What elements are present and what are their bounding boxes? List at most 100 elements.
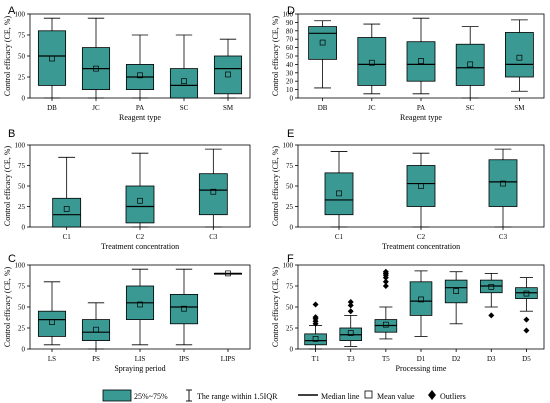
y-axis-label: Control efficacy (CE, %) <box>3 267 12 348</box>
box-iqr <box>406 41 436 82</box>
y-tick-label: 0 <box>290 95 294 103</box>
y-tick-label: 100 <box>283 142 294 150</box>
x-tick-label: C2 <box>136 233 145 241</box>
y-tick-label: 75 <box>286 162 294 170</box>
y-tick-label: 100 <box>15 142 26 150</box>
outlier-point <box>347 298 354 305</box>
box-pa <box>125 34 155 99</box>
x-tick-label: T5 <box>382 355 390 363</box>
y-tick-label: 20 <box>286 78 294 86</box>
mean-marker <box>225 270 231 277</box>
box-sm <box>504 19 534 92</box>
panel-label: D <box>287 5 295 17</box>
x-tick-label: JC <box>92 104 100 112</box>
y-tick-label: 0 <box>22 346 26 354</box>
x-axis-label: Reagent type <box>400 113 442 122</box>
x-axis-label: Treatment concentration <box>382 242 460 251</box>
y-tick-label: 80 <box>286 27 294 35</box>
box-iqr <box>488 159 518 207</box>
box-lis <box>125 268 155 346</box>
mean-marker <box>49 55 55 62</box>
x-tick-label: JC <box>368 104 376 112</box>
y-tick-label: 25 <box>18 325 26 333</box>
box-sm <box>213 38 243 99</box>
box-jc <box>357 23 387 95</box>
y-tick-label: 75 <box>18 283 26 291</box>
box-iqr <box>52 197 82 228</box>
x-tick-label: DB <box>318 104 328 112</box>
y-tick-label: 50 <box>286 183 294 191</box>
box-iqr <box>406 165 436 207</box>
box-iqr <box>169 68 199 99</box>
mean-marker <box>368 59 375 66</box>
y-axis-label: Control efficacy (CE, %) <box>271 16 280 97</box>
box-ls <box>37 281 67 346</box>
x-axis-label: Spraying period <box>114 364 165 373</box>
mean-marker <box>336 190 342 197</box>
y-tick-label: 10 <box>286 86 294 94</box>
legend-mean-label: Mean value <box>377 392 415 401</box>
y-tick-label: 50 <box>286 304 294 312</box>
box-iqr <box>125 185 155 224</box>
y-tick-label: 100 <box>15 262 26 270</box>
box-iqr <box>304 333 327 346</box>
x-axis-label: Processing time <box>396 364 447 373</box>
box-iqr <box>37 310 67 337</box>
x-tick-label: T1 <box>312 355 320 363</box>
y-tick-label: 25 <box>18 74 26 82</box>
panel-label: F <box>287 253 294 265</box>
y-axis-label: Control efficacy (CE, %) <box>3 146 12 227</box>
mean-marker <box>137 197 143 204</box>
panel-label: A <box>8 5 16 17</box>
x-tick-label: IPS <box>179 355 189 363</box>
box-iqr <box>308 26 338 60</box>
outlier-point <box>382 268 389 275</box>
box-c2 <box>406 152 436 228</box>
box-c2 <box>125 152 155 228</box>
box-pa <box>406 17 436 95</box>
box-jc <box>81 17 111 99</box>
y-tick-label: 50 <box>286 53 294 61</box>
box-iqr <box>213 55 243 95</box>
legend-outlier-label: Outliers <box>440 392 466 401</box>
outlier-point <box>312 314 319 321</box>
outlier-point <box>382 278 389 285</box>
box-d3 <box>479 272 503 319</box>
box-ips <box>169 268 199 346</box>
x-tick-label: C2 <box>417 233 426 241</box>
mean-marker <box>93 65 99 72</box>
mean-marker <box>312 336 319 342</box>
x-tick-label: D3 <box>487 355 496 363</box>
box-t5 <box>374 268 398 340</box>
y-tick-label: 75 <box>286 283 294 291</box>
outlier-point <box>523 316 530 323</box>
box-db <box>308 20 338 89</box>
mean-marker <box>319 39 326 46</box>
box-iqr <box>324 172 354 216</box>
panel-label: C <box>8 253 16 265</box>
y-tick-label: 30 <box>286 69 294 77</box>
outlier-point <box>523 327 530 334</box>
mean-marker <box>516 54 523 61</box>
box-d2 <box>444 271 468 325</box>
x-axis-label: Reagent type <box>119 113 161 122</box>
x-tick-label: PA <box>417 104 425 112</box>
x-tick-label: SM <box>514 104 525 112</box>
y-tick-label: 25 <box>286 325 294 333</box>
mean-marker <box>523 290 530 297</box>
y-axis-label: Control efficacy (CE, %) <box>3 16 12 97</box>
box-iqr <box>444 279 468 304</box>
box-sc <box>169 34 199 99</box>
y-axis-label: Control efficacy (CE, %) <box>271 267 280 348</box>
x-tick-label: D2 <box>452 355 461 363</box>
mean-marker <box>347 330 354 336</box>
x-tick-label: T3 <box>347 355 355 363</box>
y-tick-label: 75 <box>18 32 26 40</box>
mean-marker <box>453 288 459 294</box>
outlier-point <box>347 302 354 309</box>
